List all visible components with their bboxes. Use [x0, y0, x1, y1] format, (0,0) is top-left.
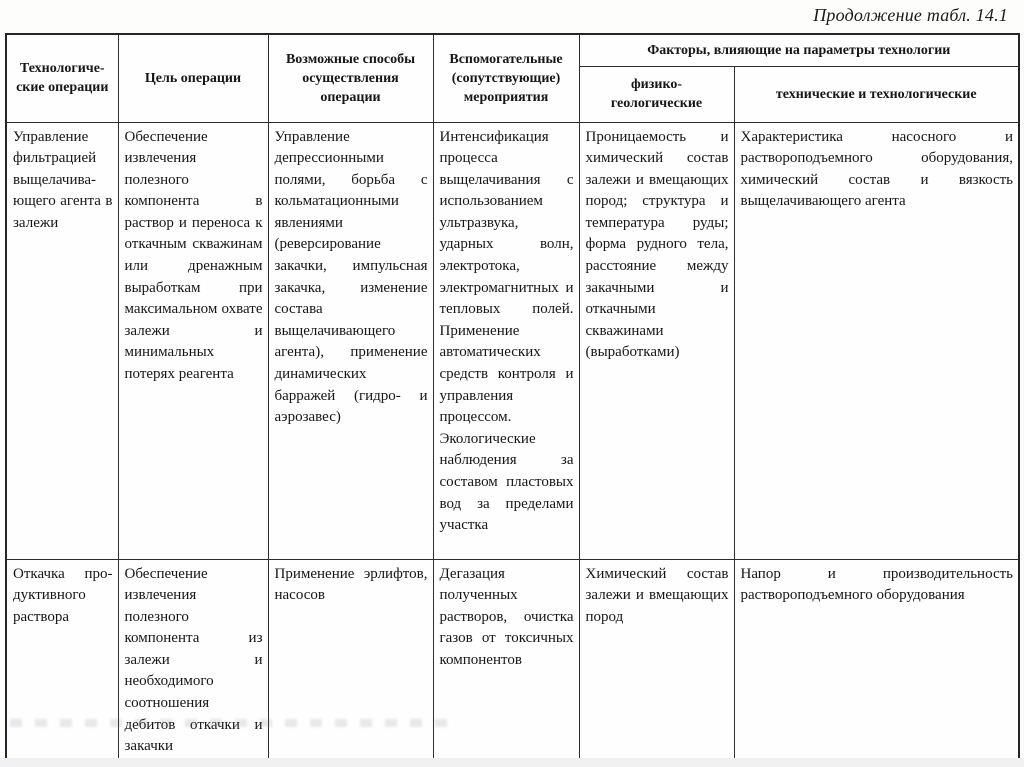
cell-auxiliary: Интенсификация процесса выщелачивания с …	[432, 121, 580, 560]
table-header: Технологиче­ские опера­ции Цель операции…	[5, 33, 1020, 123]
cell-factors-tech: Напор и производительность раствороподъе…	[733, 558, 1020, 764]
cell-goal: Обеспечение извлечения полезного компоне…	[117, 558, 269, 764]
table-row: Управление фильтрацией выщелачива­ющего …	[5, 121, 1020, 560]
header-auxiliary: Вспомогательные (сопутствующие) мероприя…	[432, 33, 580, 123]
table-row: Откачка про­дуктивного раствора Обеспече…	[5, 558, 1020, 764]
cell-operation: Откачка про­дуктивного раствора	[5, 558, 119, 764]
cell-methods: Управление депрессионными полями, борьба…	[267, 121, 434, 560]
table-body: Управление фильтрацией выщелачива­ющего …	[5, 121, 1020, 764]
cell-auxiliary: Дегазация полученных растворов, очистка …	[432, 558, 580, 764]
header-factors-group: Факторы, влияющие на параметры технологи…	[578, 33, 1020, 67]
cell-operation: Управление фильтрацией выщелачива­ющего …	[5, 121, 119, 560]
page-bottom-edge	[0, 758, 1024, 767]
cell-methods: Применение эрлифтов, насосов	[267, 558, 434, 764]
header-row-sub: физико-геологические технические и техно…	[6, 65, 1020, 123]
cell-goal: Обеспечение извлечения полезного компоне…	[117, 121, 269, 560]
header-methods: Возможные способы осуществления операции	[267, 33, 434, 123]
cell-factors-tech: Характеристика насосного и раствороподъе…	[733, 121, 1020, 560]
page-title: Продолжение табл. 14.1	[813, 5, 1008, 25]
header-factors-phys-geo: физико-геологические	[578, 65, 735, 123]
scan-noise-artifact	[10, 719, 450, 727]
cell-factors-phys-geo: Проницаемость и химический состав залежи…	[578, 121, 735, 560]
header-factors-tech: технические и технологические	[733, 65, 1020, 123]
header-row-top: Технологиче­ские опера­ции Цель операции…	[5, 33, 1020, 123]
technology-table: Технологиче­ские опера­ции Цель операции…	[5, 33, 1021, 764]
cell-factors-phys-geo: Химический состав залежи и вмещающих пор…	[578, 558, 735, 764]
header-goal: Цель операции	[117, 33, 269, 123]
header-operations: Технологиче­ские опера­ции	[5, 33, 119, 123]
